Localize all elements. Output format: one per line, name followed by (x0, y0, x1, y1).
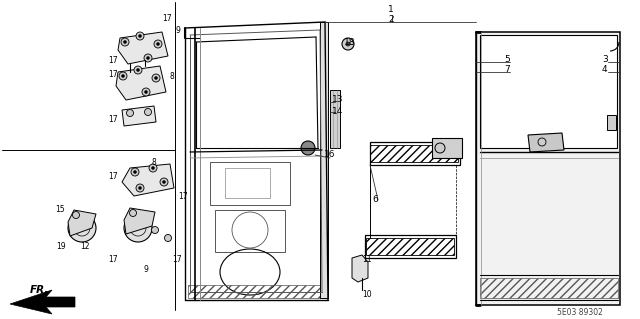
Polygon shape (68, 210, 96, 236)
Polygon shape (10, 290, 75, 314)
Text: 17: 17 (108, 172, 118, 181)
Circle shape (145, 108, 152, 115)
Circle shape (131, 168, 139, 176)
Bar (330, 90, 340, 148)
Bar (225, 168, 270, 198)
Bar (188, 285, 326, 298)
Circle shape (134, 66, 142, 74)
Polygon shape (118, 32, 168, 64)
Text: 11: 11 (362, 255, 371, 264)
Circle shape (127, 109, 134, 116)
Bar (480, 278, 618, 298)
Circle shape (164, 234, 172, 241)
Text: 17: 17 (172, 255, 182, 264)
Text: 18: 18 (344, 38, 355, 47)
Circle shape (119, 72, 127, 80)
Text: 1: 1 (388, 5, 394, 14)
Bar (370, 142, 460, 165)
Circle shape (152, 167, 154, 169)
Circle shape (154, 77, 157, 79)
Circle shape (138, 34, 141, 38)
Circle shape (435, 143, 445, 153)
Circle shape (154, 40, 162, 48)
Circle shape (122, 75, 125, 78)
Bar (320, 22, 328, 298)
Circle shape (145, 91, 147, 93)
Text: 5E03 89302: 5E03 89302 (557, 308, 603, 317)
Text: 12: 12 (80, 242, 90, 251)
Circle shape (163, 181, 166, 183)
Circle shape (136, 184, 144, 192)
Circle shape (142, 88, 150, 96)
Text: 3: 3 (602, 55, 608, 64)
Text: 17: 17 (162, 14, 172, 23)
Text: 9: 9 (143, 265, 148, 274)
Text: 6: 6 (372, 195, 378, 204)
Polygon shape (476, 32, 620, 305)
Circle shape (538, 138, 546, 146)
Circle shape (346, 42, 350, 46)
Text: 13: 13 (332, 95, 344, 104)
Circle shape (68, 214, 96, 242)
Circle shape (301, 141, 315, 155)
Text: 15: 15 (55, 205, 65, 214)
Circle shape (149, 164, 157, 172)
Text: 4: 4 (602, 65, 607, 74)
Text: 9: 9 (175, 26, 180, 35)
Text: 10: 10 (362, 290, 372, 299)
Text: 17: 17 (108, 56, 118, 65)
Circle shape (124, 41, 127, 43)
Polygon shape (528, 133, 564, 152)
Polygon shape (122, 164, 174, 196)
Circle shape (121, 38, 129, 46)
Polygon shape (116, 66, 166, 100)
Circle shape (136, 69, 140, 71)
Circle shape (152, 226, 159, 234)
Circle shape (129, 210, 136, 217)
Circle shape (342, 38, 354, 50)
Text: 17: 17 (108, 115, 118, 124)
Bar (210, 162, 290, 205)
Text: 17: 17 (108, 255, 118, 264)
Circle shape (144, 54, 152, 62)
Bar (432, 138, 462, 158)
Text: 17: 17 (108, 70, 118, 79)
Text: 2: 2 (388, 15, 394, 24)
Text: 14: 14 (332, 107, 344, 116)
Bar (215, 210, 285, 252)
Text: FR.: FR. (30, 285, 49, 295)
Circle shape (72, 211, 79, 219)
Polygon shape (480, 35, 617, 148)
Text: 7: 7 (504, 65, 509, 74)
Text: 8: 8 (152, 158, 157, 167)
Text: 17: 17 (178, 192, 188, 201)
Text: 8: 8 (170, 72, 175, 81)
Circle shape (124, 214, 152, 242)
Text: 19: 19 (56, 242, 66, 251)
Circle shape (147, 56, 150, 60)
Bar (366, 238, 454, 255)
Polygon shape (124, 208, 155, 234)
Text: 5: 5 (504, 55, 509, 64)
Bar (370, 145, 458, 162)
Circle shape (138, 187, 141, 189)
Circle shape (152, 74, 160, 82)
Circle shape (157, 42, 159, 46)
Bar (365, 235, 456, 258)
Polygon shape (122, 106, 156, 126)
Circle shape (136, 32, 144, 40)
Text: 16: 16 (324, 150, 335, 159)
Circle shape (134, 170, 136, 174)
Circle shape (160, 178, 168, 186)
Bar (607, 115, 616, 130)
Polygon shape (352, 255, 368, 282)
